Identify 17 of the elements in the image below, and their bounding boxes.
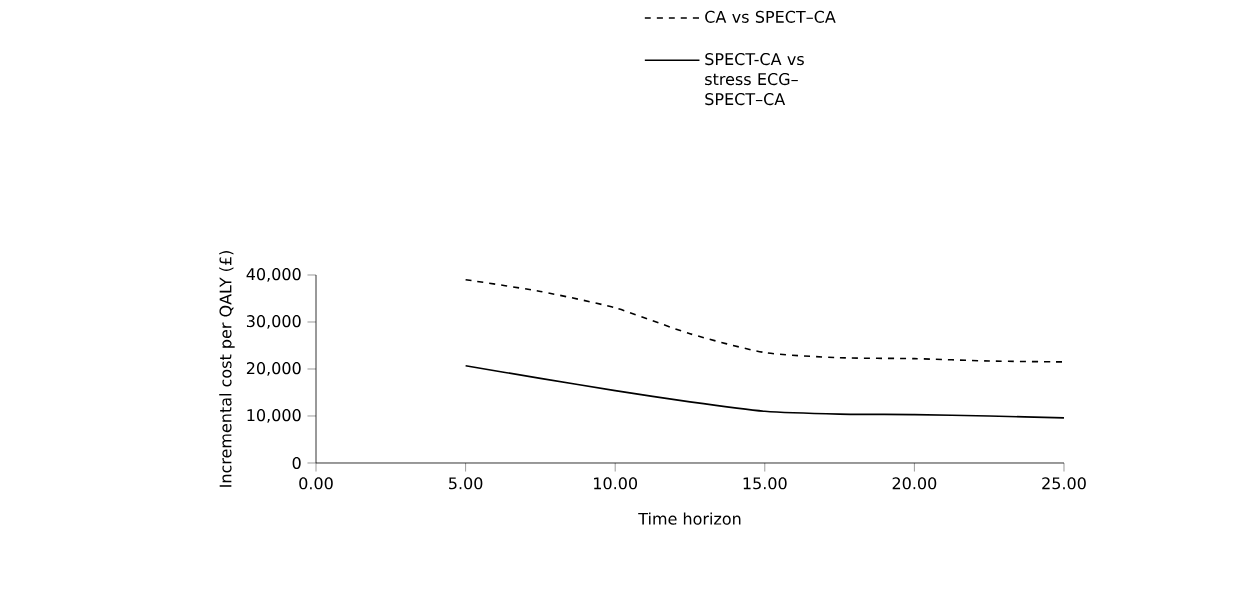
y-tick-label: 30,000 (246, 315, 301, 329)
legend-label: CA vs SPECT–CA (705, 10, 836, 23)
y-axis-title: Incremental cost per QALY (£) (219, 251, 235, 487)
x-tick-label: 20.00 (892, 477, 937, 490)
line-series (464, 364, 1064, 419)
y-tick-label: 0 (292, 456, 301, 470)
legend-label: SPECT-CA vs stress ECG–SPECT–CA (705, 53, 804, 106)
y-tick-label: 40,000 (246, 268, 301, 282)
y-tick-label: 10,000 (247, 409, 301, 423)
y-tick-label: 20,000 (246, 362, 301, 376)
x-tick-label: 15.00 (743, 477, 787, 490)
x-tick-label: 10.00 (594, 477, 638, 490)
x-tick-label: 5.00 (449, 477, 483, 490)
x-tick-label: 0.00 (299, 477, 333, 490)
x-tick-label: 25.00 (1042, 477, 1086, 490)
x-axis-title: Time horizon (638, 512, 741, 525)
line-series (464, 278, 1064, 363)
